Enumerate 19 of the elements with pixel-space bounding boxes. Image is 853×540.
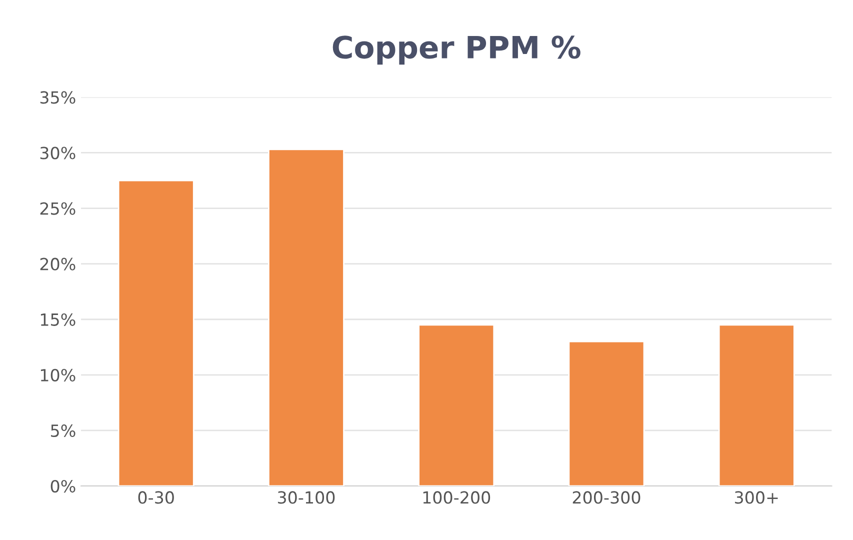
x-tick-label: 0-30 xyxy=(138,491,174,504)
y-tick-label: 10% xyxy=(40,368,76,382)
y-tick-label: 15% xyxy=(40,313,76,326)
y-tick-label: 20% xyxy=(40,258,76,270)
bar xyxy=(568,340,645,486)
y-tick-label: 25% xyxy=(40,202,76,215)
y-tick-label: 0% xyxy=(50,480,76,493)
bar xyxy=(418,324,495,486)
x-tick-label: 300+ xyxy=(734,491,778,504)
y-tick-label: 35% xyxy=(40,91,76,104)
bar xyxy=(118,180,194,486)
y-tick-label: 5% xyxy=(51,424,76,438)
chart-title: Copper PPM % xyxy=(332,36,580,65)
x-tick-label: 200-300 xyxy=(572,491,640,504)
bar xyxy=(268,148,344,486)
x-tick-label: 30-100 xyxy=(278,491,335,504)
x-tick-label: 100-200 xyxy=(423,491,490,504)
bar xyxy=(718,324,795,486)
y-tick-label: 30% xyxy=(40,146,76,160)
